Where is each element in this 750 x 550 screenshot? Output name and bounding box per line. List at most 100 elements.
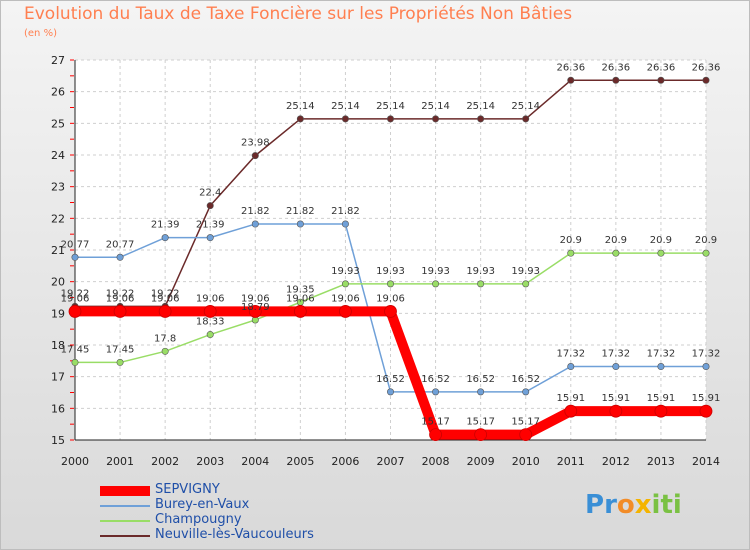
data-label: 26.36: [556, 62, 585, 73]
x-tick-label: 2004: [241, 455, 269, 468]
x-tick-label: 2006: [331, 455, 359, 468]
data-point: [612, 363, 620, 371]
y-tick-label: 27: [51, 54, 65, 67]
data-label: 19.06: [376, 293, 405, 304]
data-label: 15.91: [556, 393, 585, 404]
data-point: [612, 76, 620, 84]
x-tick-label: 2000: [61, 455, 89, 468]
data-point: [296, 115, 304, 123]
data-point: [203, 305, 217, 318]
logo-letter: i: [651, 490, 661, 520]
data-point: [564, 404, 578, 418]
x-tick-label: 2008: [422, 455, 450, 468]
data-point: [386, 280, 394, 288]
data-point: [477, 280, 485, 288]
data-label: 19.06: [196, 293, 225, 304]
data-point: [386, 115, 394, 123]
data-label: 16.52: [466, 374, 495, 385]
data-point: [654, 404, 668, 418]
data-point: [477, 388, 485, 396]
x-tick-label: 2009: [467, 455, 495, 468]
data-point: [702, 76, 710, 84]
logo-letter: x: [634, 490, 652, 520]
y-tick-label: 20: [51, 276, 65, 289]
grid-lines: [74, 59, 707, 441]
data-point: [71, 253, 79, 261]
legend-swatch: [100, 486, 150, 496]
data-point: [339, 305, 352, 318]
data-point: [386, 388, 394, 396]
data-label: 21.82: [331, 206, 360, 217]
data-label: 19.93: [376, 266, 405, 277]
data-label: 20.9: [695, 235, 717, 246]
series-sepvigny: [68, 305, 713, 442]
data-label: 19.22: [106, 288, 135, 299]
data-label: 17.45: [106, 344, 135, 355]
data-label: 19.22: [151, 288, 180, 299]
data-label: 23.98: [241, 138, 270, 149]
data-label: 19.06: [286, 293, 315, 304]
data-point: [522, 388, 530, 396]
logo-letter: r: [604, 490, 617, 520]
data-point: [522, 115, 530, 123]
data-point: [68, 305, 82, 318]
data-point: [251, 152, 259, 160]
data-label: 26.36: [692, 62, 721, 73]
data-point: [158, 305, 172, 318]
logo-letter: t: [660, 490, 673, 520]
data-label: 21.82: [286, 206, 315, 217]
y-tick-label: 21: [51, 244, 65, 257]
data-labels: 19.22 19.22 19.22 22.4 23.98 25.14 25.14 25.14 2…: [61, 62, 721, 427]
series-layer: [68, 76, 713, 442]
x-tick-label: 2001: [106, 455, 134, 468]
plot-area: [75, 60, 706, 440]
data-point: [432, 115, 440, 123]
data-point: [657, 76, 665, 84]
data-label: 17.8: [154, 333, 176, 344]
y-tick-label: 15: [51, 434, 65, 447]
data-label: 26.36: [647, 62, 676, 73]
data-point: [612, 249, 620, 257]
data-point: [206, 234, 214, 242]
series-neuville-l-s-vaucouleurs: [71, 76, 710, 310]
data-label: 16.52: [376, 374, 405, 385]
proxiti-logo: Proxiti: [585, 490, 682, 520]
data-point: [657, 363, 665, 371]
x-tick-label: 2013: [647, 455, 675, 468]
data-label: 17.32: [556, 349, 585, 360]
x-tick-label: 2010: [512, 455, 540, 468]
data-label: 21.39: [196, 220, 225, 231]
y-tick-label: 23: [51, 181, 65, 194]
data-label: 22.4: [199, 188, 221, 199]
data-point: [384, 305, 397, 318]
data-point: [474, 428, 488, 442]
data-label: 19.93: [331, 266, 360, 277]
data-label: 25.14: [421, 101, 450, 112]
logo-letter: o: [616, 490, 635, 520]
data-label: 20.9: [605, 235, 627, 246]
data-point: [477, 115, 485, 123]
data-point: [567, 76, 575, 84]
y-tick-label: 18: [51, 339, 65, 352]
data-label: 18.33: [196, 317, 225, 328]
data-label: 15.17: [466, 417, 495, 428]
y-tick-label: 19: [51, 307, 65, 320]
data-label: 17.32: [647, 349, 676, 360]
x-tick-label: 2005: [286, 455, 314, 468]
data-label: 20.77: [106, 239, 135, 250]
data-label: 19.35: [286, 284, 315, 295]
data-point: [341, 115, 349, 123]
data-label: 25.14: [331, 101, 360, 112]
data-label: 15.91: [602, 393, 631, 404]
data-point: [432, 280, 440, 288]
data-point: [567, 363, 575, 371]
series-burey-en-vaux: [71, 220, 710, 396]
data-point: [699, 404, 713, 418]
data-label: 16.52: [421, 374, 450, 385]
y-tick-label: 24: [51, 149, 65, 162]
legend-label: Neuville-lès-Vaucouleurs: [155, 527, 314, 542]
data-point: [248, 305, 262, 318]
data-label: 20.77: [61, 239, 90, 250]
data-label: 19.06: [331, 293, 360, 304]
data-label: 19.06: [106, 293, 135, 304]
